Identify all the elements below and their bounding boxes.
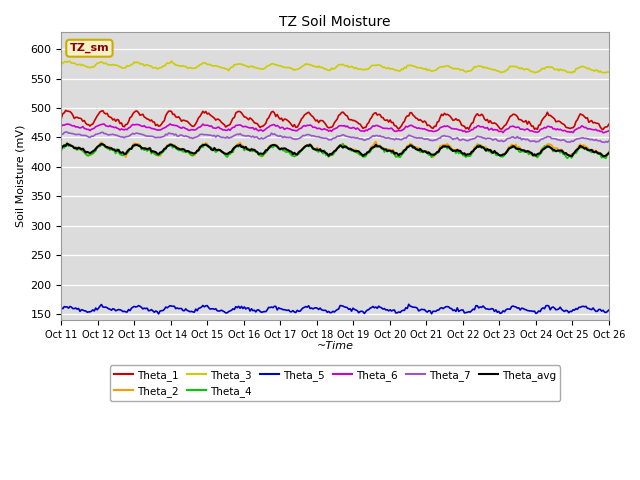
Title: TZ Soil Moisture: TZ Soil Moisture xyxy=(279,15,391,29)
Theta_2 xyxy=(339,142,347,147)
Theta_5 xyxy=(93,307,101,312)
Theta_5 xyxy=(605,307,612,313)
Line: Theta_7: Theta_7 xyxy=(61,132,609,143)
Theta_5 xyxy=(451,307,458,313)
Y-axis label: Soil Moisture (mV): Soil Moisture (mV) xyxy=(15,124,25,227)
Theta_4 xyxy=(58,147,65,153)
Line: Theta_6: Theta_6 xyxy=(61,124,609,133)
Theta_7 xyxy=(58,131,65,137)
Theta_6 xyxy=(76,125,84,131)
Theta_3 xyxy=(568,70,575,76)
Theta_2 xyxy=(429,154,437,160)
Line: Theta_3: Theta_3 xyxy=(61,61,609,73)
Theta_3 xyxy=(449,66,457,72)
Theta_6 xyxy=(599,130,607,136)
Theta_7 xyxy=(62,129,70,135)
Theta_1 xyxy=(531,126,538,132)
Theta_4 xyxy=(605,151,612,157)
Text: TZ_sm: TZ_sm xyxy=(70,43,109,53)
Theta_3 xyxy=(605,69,612,75)
Theta_3 xyxy=(340,62,348,68)
Theta_5 xyxy=(604,309,611,314)
Theta_5 xyxy=(405,301,413,307)
Line: Theta_4: Theta_4 xyxy=(61,144,609,158)
Theta_1 xyxy=(95,111,102,117)
Theta_5 xyxy=(58,305,65,311)
Theta_avg xyxy=(340,144,348,149)
Line: Theta_1: Theta_1 xyxy=(61,110,609,130)
Theta_6 xyxy=(605,128,612,134)
Theta_7 xyxy=(340,132,348,138)
Theta_7 xyxy=(605,138,612,144)
Theta_4 xyxy=(339,141,347,146)
Theta_2 xyxy=(93,144,101,150)
Theta_1 xyxy=(604,124,611,130)
Theta_avg xyxy=(95,143,102,149)
Theta_avg xyxy=(58,145,65,151)
Theta_avg xyxy=(63,141,71,146)
Legend: Theta_1, Theta_2, Theta_3, Theta_4, Theta_5, Theta_6, Theta_7, Theta_avg: Theta_1, Theta_2, Theta_3, Theta_4, Thet… xyxy=(110,365,560,401)
Theta_6 xyxy=(166,121,174,127)
Theta_4 xyxy=(340,144,348,150)
Theta_2 xyxy=(605,149,612,155)
Theta_7 xyxy=(601,140,609,145)
Line: Theta_avg: Theta_avg xyxy=(61,144,609,156)
Theta_7 xyxy=(449,137,457,143)
Theta_4 xyxy=(93,144,101,150)
Theta_7 xyxy=(604,139,611,145)
Theta_4 xyxy=(602,156,610,161)
X-axis label: ~Time: ~Time xyxy=(317,341,354,351)
Theta_1 xyxy=(599,127,607,132)
Theta_1 xyxy=(340,111,348,117)
Line: Theta_5: Theta_5 xyxy=(61,304,609,314)
Theta_3 xyxy=(76,61,84,67)
Theta_6 xyxy=(531,129,538,135)
Theta_6 xyxy=(604,129,611,134)
Theta_1 xyxy=(62,108,70,113)
Theta_5 xyxy=(340,304,348,310)
Theta_avg xyxy=(601,154,609,159)
Theta_6 xyxy=(340,123,348,129)
Theta_5 xyxy=(76,309,84,314)
Theta_avg xyxy=(604,152,611,157)
Theta_2 xyxy=(604,151,611,156)
Theta_3 xyxy=(93,60,101,66)
Theta_4 xyxy=(76,146,84,152)
Theta_3 xyxy=(168,58,175,64)
Theta_3 xyxy=(531,70,538,76)
Theta_7 xyxy=(77,132,85,138)
Theta_2 xyxy=(532,153,540,158)
Theta_1 xyxy=(58,115,65,121)
Theta_3 xyxy=(604,69,611,75)
Theta_avg xyxy=(449,148,457,154)
Theta_avg xyxy=(77,146,85,152)
Line: Theta_2: Theta_2 xyxy=(61,142,609,157)
Theta_2 xyxy=(76,146,84,152)
Theta_5 xyxy=(155,311,163,317)
Theta_1 xyxy=(77,116,85,122)
Theta_5 xyxy=(532,311,540,316)
Theta_2 xyxy=(451,147,458,153)
Theta_4 xyxy=(531,153,538,158)
Theta_6 xyxy=(58,123,65,129)
Theta_avg xyxy=(531,151,538,157)
Theta_3 xyxy=(58,61,65,67)
Theta_7 xyxy=(531,138,538,144)
Theta_4 xyxy=(604,151,611,157)
Theta_avg xyxy=(605,150,612,156)
Theta_2 xyxy=(372,139,380,144)
Theta_1 xyxy=(605,121,612,127)
Theta_6 xyxy=(93,123,101,129)
Theta_2 xyxy=(58,147,65,153)
Theta_1 xyxy=(449,118,457,123)
Theta_6 xyxy=(449,126,457,132)
Theta_7 xyxy=(95,131,102,136)
Theta_4 xyxy=(449,148,457,154)
